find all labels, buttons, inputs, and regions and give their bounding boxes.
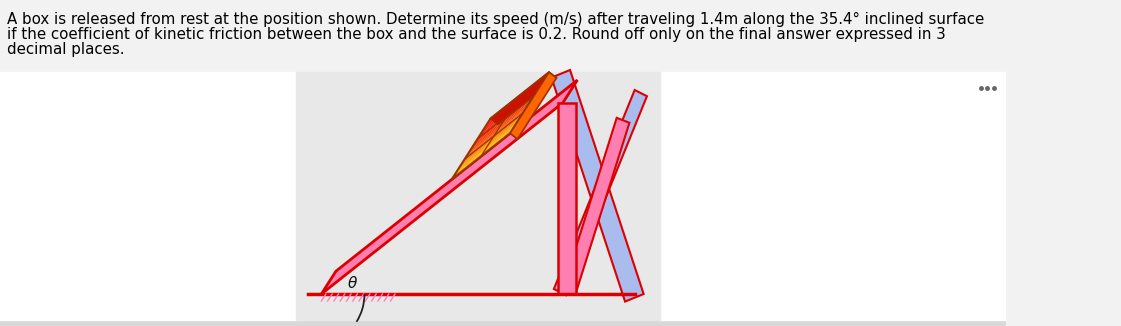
Text: θ: θ [348,275,356,290]
Bar [558,103,576,294]
Polygon shape [322,80,577,294]
Polygon shape [473,96,534,146]
Polygon shape [484,78,545,128]
Polygon shape [481,84,541,134]
Text: if the coefficient of kinetic friction between the box and the surface is 0.2. R: if the coefficient of kinetic friction b… [7,27,946,42]
Polygon shape [489,72,549,122]
Polygon shape [483,82,544,131]
Polygon shape [463,112,524,161]
Polygon shape [471,100,531,149]
Polygon shape [475,94,536,143]
Polygon shape [563,118,629,294]
Bar [0,72,296,320]
Bar [660,72,1007,320]
Polygon shape [460,118,520,168]
Polygon shape [510,72,556,139]
Polygon shape [455,124,516,173]
Polygon shape [552,70,643,302]
Polygon shape [487,75,547,125]
Polygon shape [462,115,521,164]
Text: A box is released from rest at the position shown. Determine its speed (m/s) aft: A box is released from rest at the posit… [7,12,984,27]
Polygon shape [476,91,537,140]
Polygon shape [479,87,539,137]
Polygon shape [467,106,528,155]
Polygon shape [454,127,515,177]
Polygon shape [469,103,529,152]
Bar [296,72,660,320]
Polygon shape [491,72,556,124]
Polygon shape [465,109,526,158]
Polygon shape [452,130,512,180]
Polygon shape [554,90,647,295]
Bar [0,310,1007,326]
Text: decimal places.: decimal places. [7,42,124,57]
Polygon shape [457,121,518,170]
